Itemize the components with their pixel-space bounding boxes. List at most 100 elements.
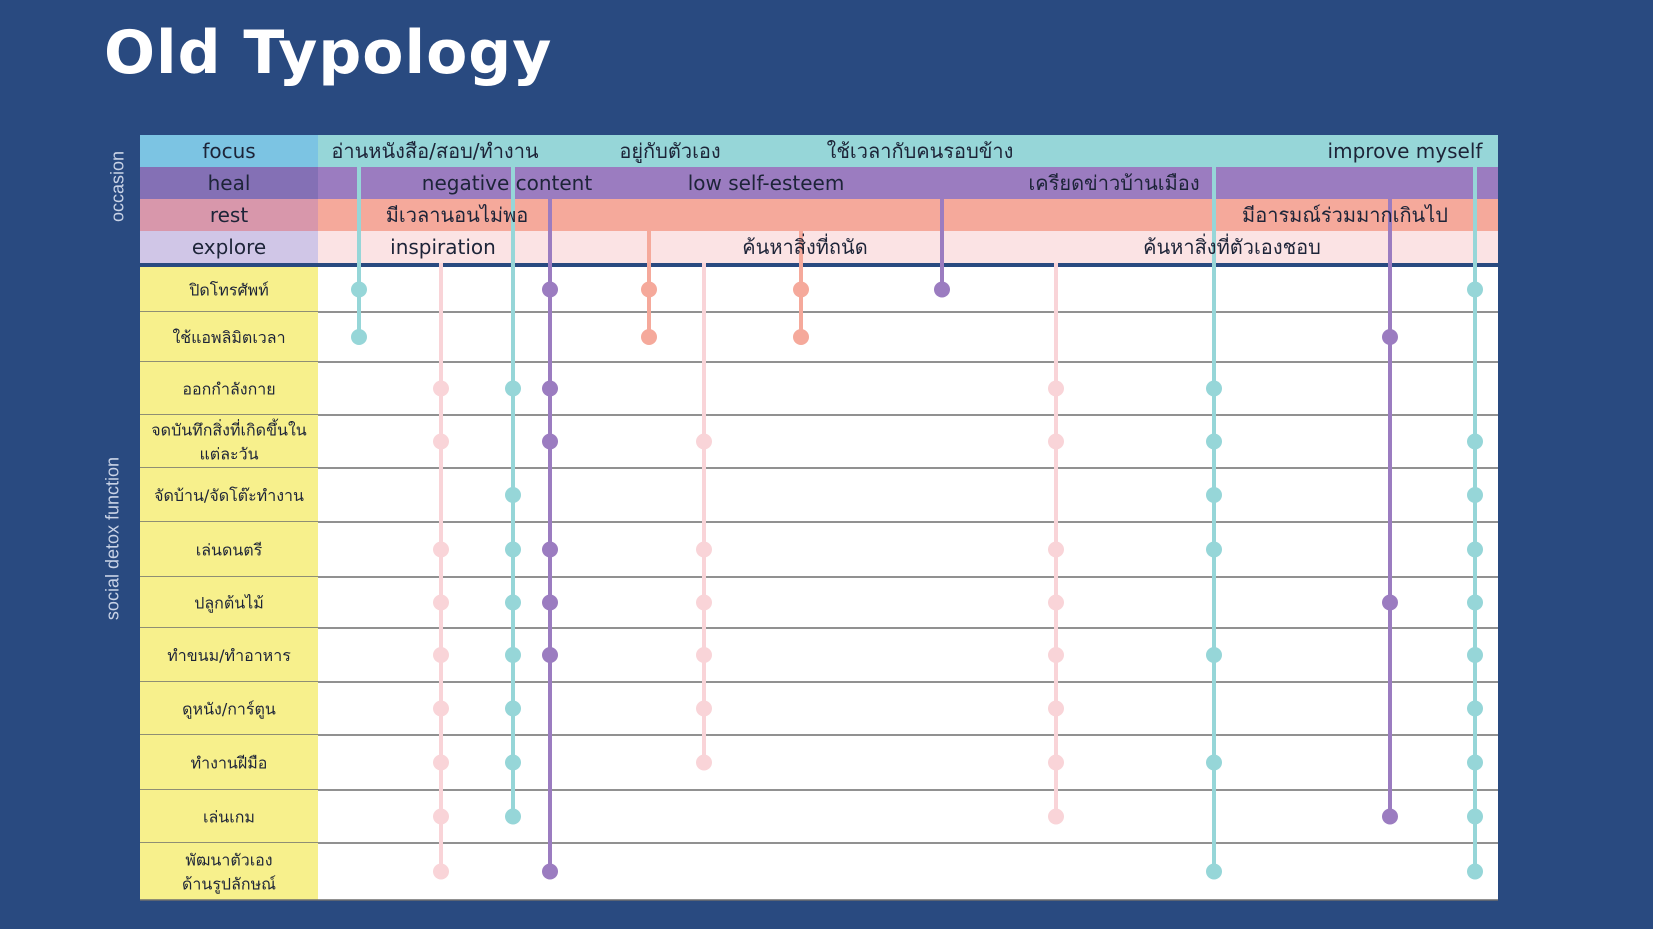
link-dot	[641, 329, 657, 345]
occasion-label-o1: อ่านหนังสือ/สอบ/ทำงาน	[331, 139, 539, 163]
link-dot	[433, 700, 449, 717]
link-dot	[433, 380, 449, 397]
link-dot	[433, 863, 449, 880]
link-dot	[505, 541, 521, 558]
activity-cell	[140, 312, 318, 362]
link-dot	[351, 281, 367, 298]
page-title: Old Typology	[104, 18, 553, 88]
activity-label: ทำงานฝีมือ	[191, 754, 268, 773]
link-dot	[542, 594, 558, 611]
link-dot	[1467, 863, 1483, 880]
link-dot	[793, 281, 809, 298]
link-dot	[433, 541, 449, 558]
occasion-label-o6: low self-esteem	[688, 171, 845, 195]
activity-label: ปิดโทรศัพท์	[189, 281, 269, 300]
category-label-explore: explore	[192, 235, 266, 259]
link-dot	[1382, 808, 1398, 825]
link-dot	[1206, 487, 1222, 503]
link-dot	[542, 380, 558, 397]
category-label-focus: focus	[202, 139, 255, 163]
occasion-label-o11: ค้นหาสิ่งที่ถนัด	[742, 233, 867, 259]
occasion-label-o10: inspiration	[390, 235, 496, 259]
occasion-label-o2: อยู่กับตัวเอง	[619, 139, 720, 164]
link-dot	[505, 380, 521, 397]
link-dot	[1206, 754, 1222, 771]
occasion-labels: อ่านหนังสือ/สอบ/ทำงาน อยู่กับตัวเอง ใช้เวล…	[331, 139, 1483, 259]
activity-cell	[140, 577, 318, 628]
link-dot	[696, 433, 712, 450]
activity-label: เล่นเกม	[203, 808, 255, 827]
link-dot	[433, 647, 449, 663]
activity-label: ใช้แอพลิมิตเวลา	[172, 328, 285, 347]
activity-label: ดูหนัง/การ์ตูน	[182, 700, 276, 720]
connection-lines	[351, 167, 1483, 880]
link-dot	[1467, 647, 1483, 663]
band-header-heal	[140, 167, 318, 199]
link-dot	[696, 754, 712, 771]
activity-cell	[140, 415, 318, 468]
link-dot	[1206, 433, 1222, 450]
link-dot	[542, 433, 558, 450]
link-dot	[433, 808, 449, 825]
category-label-heal: heal	[208, 171, 251, 195]
link-dot	[505, 700, 521, 717]
occasion-label-o9: มีอารมณ์ร่วมมากเกินไป	[1242, 203, 1448, 227]
activity-cell	[140, 267, 318, 312]
activity-cell	[140, 522, 318, 577]
link-dot	[1467, 487, 1483, 503]
link-dot	[542, 541, 558, 558]
link-dot	[1467, 700, 1483, 717]
link-dot	[1048, 594, 1064, 611]
link-dot	[1382, 329, 1398, 345]
activity-label: ออกกำลังกาย	[182, 380, 275, 399]
activity-label: ปลูกต้นไม้	[194, 594, 264, 614]
link-dot	[505, 594, 521, 611]
link-dot	[433, 754, 449, 771]
link-dot	[696, 700, 712, 717]
link-dot	[1382, 594, 1398, 611]
occasion-label-o7: เครียดข่าวบ้านเมือง	[1028, 171, 1199, 195]
occasion-label-o4: improve myself	[1328, 139, 1484, 163]
activity-label: พัฒนาตัวเอง	[185, 851, 272, 870]
link-dot	[542, 281, 558, 298]
activity-label: จดบันทึกสิ่งที่เกิดขึ้นใน	[151, 419, 306, 440]
occasion-label-o8: มีเวลานอนไม่พอ	[386, 203, 529, 227]
link-dot	[1048, 808, 1064, 825]
activity-label: ทำขนม/ทำอาหาร	[167, 646, 291, 665]
link-dot	[1048, 541, 1064, 558]
band-header-explore	[140, 231, 318, 263]
link-dot	[542, 863, 558, 880]
link-dot	[1467, 541, 1483, 558]
activity-cell	[140, 682, 318, 735]
link-dot	[351, 329, 367, 345]
link-dot	[505, 754, 521, 771]
link-dot	[696, 594, 712, 611]
link-dot	[542, 647, 558, 663]
occasion-label-o12: ค้นหาสิ่งที่ตัวเองชอบ	[1143, 233, 1321, 259]
link-dot	[1048, 700, 1064, 717]
activity-cell	[140, 735, 318, 790]
occasion-label-o5: negative content	[422, 171, 593, 195]
link-dot	[934, 281, 950, 298]
activity-label: แต่ละวัน	[199, 445, 258, 464]
band-header-focus	[140, 135, 318, 167]
link-dot	[1467, 808, 1483, 825]
link-dot	[793, 329, 809, 345]
link-dot	[1206, 380, 1222, 397]
link-dot	[696, 541, 712, 558]
activity-cell	[140, 468, 318, 522]
link-dot	[1048, 380, 1064, 397]
activity-cell	[140, 843, 318, 900]
link-dot	[1467, 281, 1483, 298]
activity-cell	[140, 362, 318, 415]
activity-rows: ปิดโทรศัพท์ใช้แอพลิมิตเวลาออกกำลังกายจดบ…	[140, 267, 1498, 901]
link-dot	[1467, 754, 1483, 771]
link-dot	[1467, 433, 1483, 450]
link-dot	[1206, 647, 1222, 663]
activity-cell	[140, 628, 318, 682]
link-dot	[433, 433, 449, 450]
link-dot	[433, 594, 449, 611]
link-dot	[1206, 541, 1222, 558]
activity-cell	[140, 790, 318, 843]
